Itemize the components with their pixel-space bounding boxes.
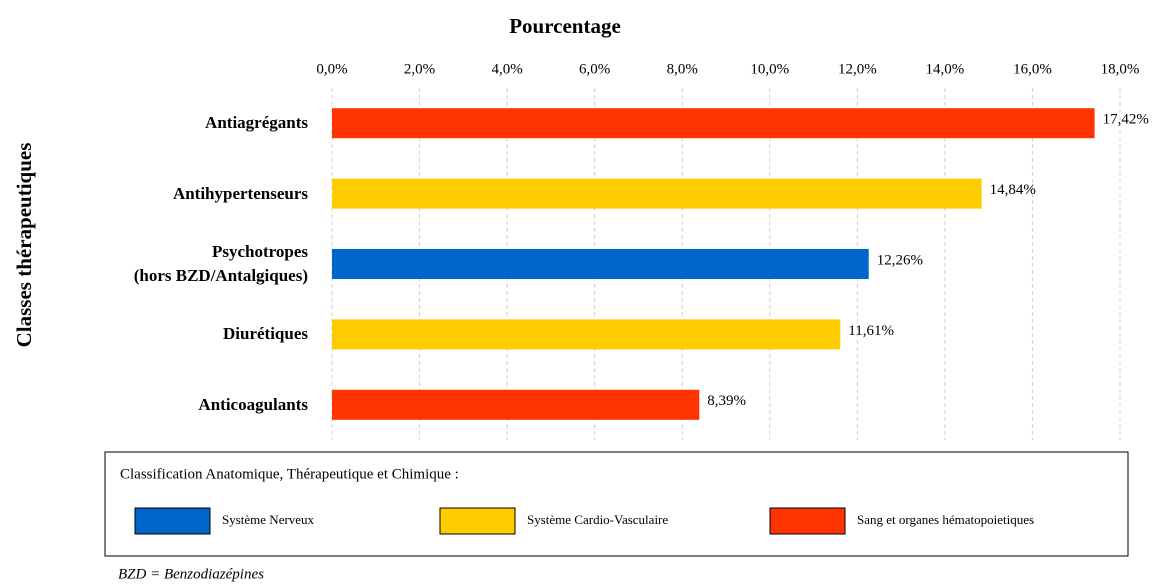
y-tick-label: Diurétiques (223, 324, 308, 344)
x-tick-label: 12,0% (838, 61, 877, 77)
x-tick-label: 18,0% (1101, 61, 1140, 77)
footnote: BZD = Benzodiazépines (118, 566, 264, 582)
data-label: 12,26% (877, 252, 923, 268)
x-axis-title: Pourcentage (509, 14, 621, 38)
x-tick-label: 10,0% (750, 61, 789, 77)
legend-label: Système Nerveux (222, 512, 315, 527)
data-label: 11,61% (848, 323, 894, 339)
bar (332, 389, 700, 420)
bar (332, 319, 841, 350)
legend-swatch (134, 507, 211, 535)
bar (332, 249, 869, 279)
legend-title: Classification Anatomique, Thérapeutique… (120, 466, 459, 482)
y-tick-label: Antihypertenseurs (172, 183, 308, 203)
x-tick-label: 8,0% (667, 61, 698, 77)
y-tick-label: Antiagrégants (205, 113, 308, 133)
y-tick-label: Psychotropes (hors BZD/Antalgiques) (133, 242, 308, 285)
x-tick-label: 0,0% (316, 61, 347, 77)
x-tick-label: 16,0% (1013, 61, 1052, 77)
legend-swatch (439, 507, 516, 535)
legend-label: Sang et organes hématopoietiques (857, 512, 1034, 527)
legend-swatch (769, 507, 846, 535)
data-label: 8,39% (707, 393, 746, 409)
x-tick-label: 14,0% (926, 61, 965, 77)
x-tick-label: 6,0% (579, 61, 610, 77)
data-label: 14,84% (990, 182, 1036, 198)
x-tick-label: 4,0% (491, 61, 522, 77)
legend-box (104, 451, 1129, 557)
y-tick-label: Anticoagulants (198, 394, 308, 414)
bar (332, 108, 1095, 139)
data-label: 17,42% (1103, 112, 1149, 128)
bar (332, 178, 982, 209)
y-axis-title: Classes thérapeutiques (12, 143, 36, 348)
legend-label: Système Cardio-Vasculaire (527, 512, 668, 527)
x-tick-label: 2,0% (404, 61, 435, 77)
